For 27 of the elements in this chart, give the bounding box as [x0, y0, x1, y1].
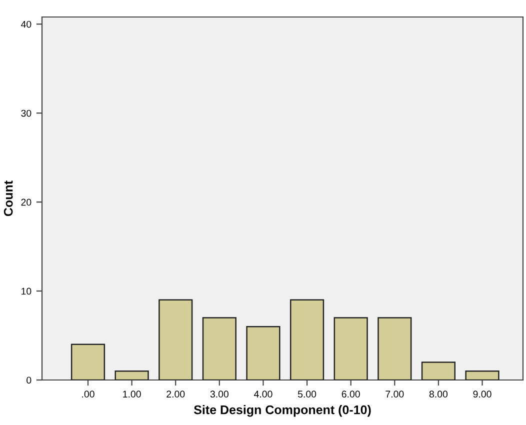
x-tick-label: 8.00 [429, 390, 448, 398]
y-tick-label: 0 [26, 376, 32, 384]
x-tick-label: 1.00 [123, 390, 141, 398]
x-axis-title: Site Design Component (0-10) [194, 405, 371, 417]
bar [421, 362, 456, 380]
y-tick-label: 30 [21, 110, 32, 117]
x-tick-label: 5.00 [298, 390, 316, 398]
bar [158, 299, 193, 380]
bar [202, 317, 236, 380]
bar [334, 317, 368, 380]
x-tick-label: 7.00 [386, 390, 404, 398]
y-tick-label: 10 [22, 288, 32, 295]
bar [70, 344, 106, 380]
x-tick-label: .00 [82, 390, 94, 398]
y-tick-label: 20 [21, 198, 32, 206]
bar [378, 317, 412, 380]
bar [290, 299, 324, 380]
y-axis-title: Count [4, 180, 13, 216]
bar [114, 370, 149, 380]
x-tick-label: 9.00 [473, 390, 492, 398]
x-tick-label: 2.00 [166, 390, 185, 398]
x-tick-label: 4.00 [254, 390, 272, 398]
y-tick-label: 40 [20, 20, 32, 28]
bar [246, 326, 280, 380]
bar [465, 370, 500, 380]
x-tick-label: 6.00 [342, 390, 360, 398]
x-tick-label: 3.00 [210, 390, 228, 398]
